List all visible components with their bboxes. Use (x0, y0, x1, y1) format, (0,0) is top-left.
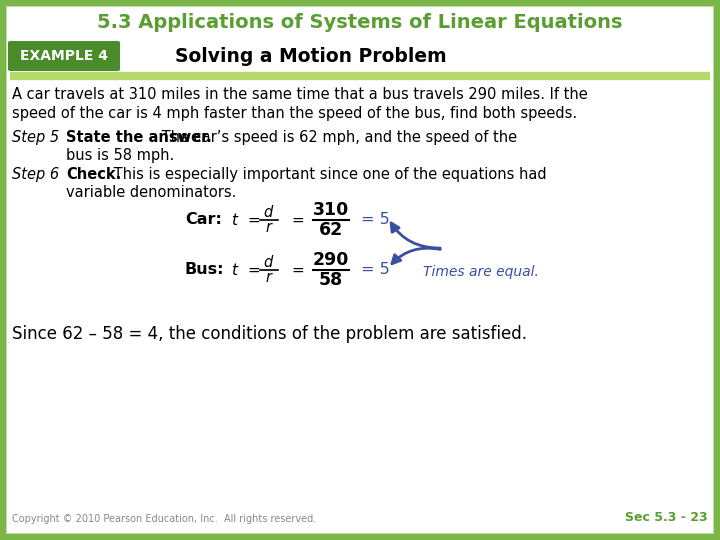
Text: $d$: $d$ (264, 254, 274, 270)
Text: =: = (247, 213, 260, 227)
Text: 58: 58 (319, 271, 343, 289)
Text: $t$: $t$ (231, 262, 240, 278)
Text: 310: 310 (313, 201, 349, 219)
Text: Copyright © 2010 Pearson Education, Inc.  All rights reserved.: Copyright © 2010 Pearson Education, Inc.… (12, 514, 316, 524)
FancyBboxPatch shape (3, 3, 717, 537)
Text: = 5: = 5 (361, 262, 390, 278)
Text: Since 62 – 58 = 4, the conditions of the problem are satisfied.: Since 62 – 58 = 4, the conditions of the… (12, 325, 527, 343)
Text: $t$: $t$ (231, 212, 240, 228)
Text: $d$: $d$ (264, 204, 274, 220)
Text: Times are equal.: Times are equal. (423, 265, 539, 279)
FancyBboxPatch shape (8, 41, 120, 71)
Text: Car:: Car: (185, 213, 222, 227)
Text: Sec 5.3 - 23: Sec 5.3 - 23 (626, 511, 708, 524)
Text: State the answer.: State the answer. (66, 130, 212, 145)
Text: =: = (247, 262, 260, 278)
Text: speed of the car is 4 mph faster than the speed of the bus, find both speeds.: speed of the car is 4 mph faster than th… (12, 106, 577, 121)
Text: Bus:: Bus: (185, 262, 225, 278)
Text: This is especially important since one of the equations had: This is especially important since one o… (109, 167, 546, 182)
Text: Check.: Check. (66, 167, 121, 182)
Text: bus is 58 mph.: bus is 58 mph. (66, 148, 174, 163)
Text: 290: 290 (312, 251, 349, 269)
Text: 62: 62 (319, 221, 343, 239)
Text: A car travels at 310 miles in the same time that a bus travels 290 miles. If the: A car travels at 310 miles in the same t… (12, 87, 588, 102)
Text: $r$: $r$ (265, 220, 274, 235)
Text: EXAMPLE 4: EXAMPLE 4 (20, 49, 108, 63)
Text: =: = (291, 262, 304, 278)
Text: Step 6: Step 6 (12, 167, 59, 182)
Text: The car’s speed is 62 mph, and the speed of the: The car’s speed is 62 mph, and the speed… (157, 130, 517, 145)
Text: =: = (291, 213, 304, 227)
Text: = 5: = 5 (361, 213, 390, 227)
Text: Solving a Motion Problem: Solving a Motion Problem (175, 46, 446, 65)
Text: Step 5: Step 5 (12, 130, 59, 145)
Text: variable denominators.: variable denominators. (66, 185, 236, 200)
Text: 5.3 Applications of Systems of Linear Equations: 5.3 Applications of Systems of Linear Eq… (97, 12, 623, 31)
Text: $r$: $r$ (265, 271, 274, 286)
